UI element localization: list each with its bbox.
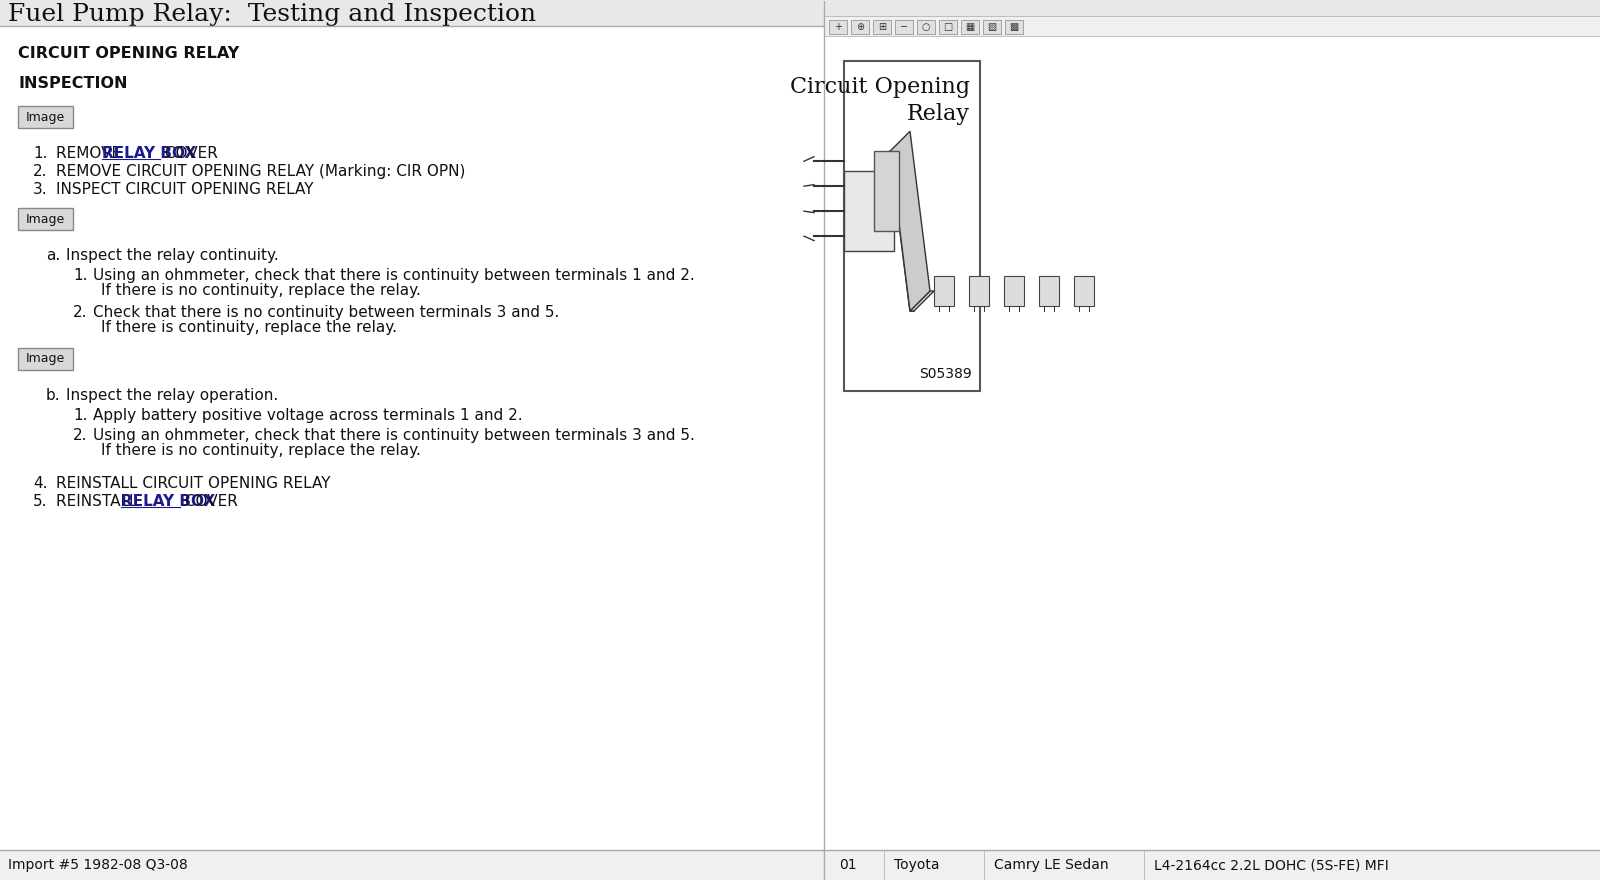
Text: Import #5 1982-08 Q3-08: Import #5 1982-08 Q3-08 [8,858,187,872]
Polygon shape [845,172,894,251]
Text: REMOVE CIRCUIT OPENING RELAY (Marking: CIR OPN): REMOVE CIRCUIT OPENING RELAY (Marking: C… [56,165,466,180]
Text: ▦: ▦ [965,23,974,33]
Text: Camry LE Sedan: Camry LE Sedan [994,858,1109,872]
Text: Toyota: Toyota [894,858,939,872]
Text: 1.: 1. [74,407,88,422]
Text: 2.: 2. [34,165,48,180]
FancyBboxPatch shape [917,20,934,34]
Text: Image: Image [26,111,64,124]
Text: ⊞: ⊞ [878,23,886,33]
Text: ▩: ▩ [1010,23,1019,33]
Text: If there is no continuity, replace the relay.: If there is no continuity, replace the r… [101,283,421,298]
Text: Inspect the relay operation.: Inspect the relay operation. [66,388,278,403]
Bar [1005,276,1024,306]
Text: Apply battery positive voltage across terminals 1 and 2.: Apply battery positive voltage across te… [93,407,523,422]
Text: L4-2164cc 2.2L DOHC (5S-FE) MFI: L4-2164cc 2.2L DOHC (5S-FE) MFI [1154,858,1389,872]
Bar [824,17,1600,36]
Text: RELAY BOX: RELAY BOX [101,146,195,161]
Text: ○: ○ [922,23,930,33]
Text: S05389: S05389 [920,367,973,381]
Polygon shape [910,291,934,311]
Text: Image: Image [26,213,64,225]
FancyBboxPatch shape [1005,20,1022,34]
Polygon shape [890,151,914,311]
FancyBboxPatch shape [18,106,74,128]
Text: COVER: COVER [160,146,218,161]
Bar [845,62,979,391]
FancyBboxPatch shape [894,20,914,34]
FancyBboxPatch shape [18,348,74,370]
Text: REINSTALL CIRCUIT OPENING RELAY: REINSTALL CIRCUIT OPENING RELAY [56,476,331,491]
FancyBboxPatch shape [874,20,891,34]
FancyBboxPatch shape [18,209,74,230]
Text: ▨: ▨ [987,23,997,33]
Text: 1.: 1. [74,268,88,283]
Text: 3.: 3. [34,182,48,197]
FancyBboxPatch shape [829,20,846,34]
Bar [970,276,989,306]
Text: a.: a. [46,248,61,263]
FancyBboxPatch shape [939,20,957,34]
Bar [1074,276,1094,306]
Text: −: − [899,23,909,33]
Text: 2.: 2. [74,305,88,320]
FancyBboxPatch shape [851,20,869,34]
Text: RELAY BOX: RELAY BOX [122,494,216,509]
Text: Check that there is no continuity between terminals 3 and 5.: Check that there is no continuity betwee… [93,305,560,320]
Text: 5.: 5. [34,494,48,509]
Bar [874,151,899,231]
Text: 2.: 2. [74,428,88,443]
FancyBboxPatch shape [962,20,979,34]
Text: Inspect the relay continuity.: Inspect the relay continuity. [66,248,278,263]
Text: 4.: 4. [34,476,48,491]
FancyBboxPatch shape [982,20,1002,34]
Text: INSPECT CIRCUIT OPENING RELAY: INSPECT CIRCUIT OPENING RELAY [56,182,314,197]
Text: +: + [834,23,842,33]
Text: □: □ [944,23,952,33]
Text: If there is no continuity, replace the relay.: If there is no continuity, replace the r… [101,443,421,458]
Text: CIRCUIT OPENING RELAY: CIRCUIT OPENING RELAY [18,47,240,62]
Text: INSPECTION: INSPECTION [18,77,128,92]
Text: Image: Image [26,352,64,365]
Text: If there is continuity, replace the relay.: If there is continuity, replace the rela… [101,320,397,335]
Text: 01: 01 [838,858,856,872]
Bar [934,276,954,306]
Bar [1038,276,1059,306]
Bar [0,2,1600,26]
Text: Using an ohmmeter, check that there is continuity between terminals 3 and 5.: Using an ohmmeter, check that there is c… [93,428,694,443]
Text: Using an ohmmeter, check that there is continuity between terminals 1 and 2.: Using an ohmmeter, check that there is c… [93,268,694,283]
Text: COVER: COVER [179,494,237,509]
Text: b.: b. [46,388,61,403]
Text: ⊕: ⊕ [856,23,864,33]
Text: Circuit Opening
Relay: Circuit Opening Relay [790,77,970,126]
Text: 1.: 1. [34,146,48,161]
Bar [0,850,1600,880]
Text: Fuel Pump Relay:  Testing and Inspection: Fuel Pump Relay: Testing and Inspection [8,3,536,26]
Polygon shape [890,131,930,311]
Text: REINSTALL: REINSTALL [56,494,142,509]
Text: REMOVE: REMOVE [56,146,126,161]
